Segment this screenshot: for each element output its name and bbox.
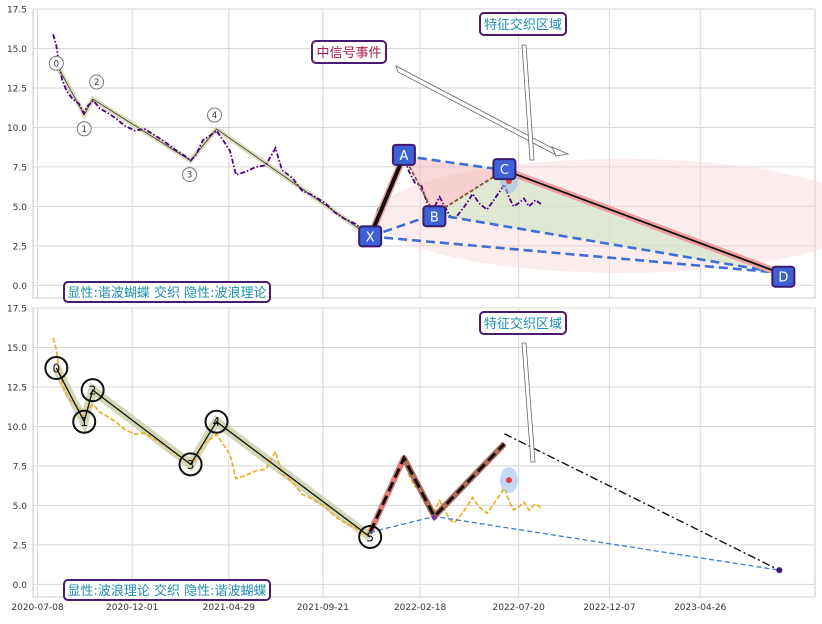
harmonic-solid-leg (504, 169, 780, 274)
harmonic-label-box (771, 265, 796, 288)
y-tick-label: 5.0 (13, 502, 28, 512)
price-line (52, 337, 543, 537)
annotation-text: 显性:波浪理论 交织 隐性:谐波蝴蝶 (67, 583, 266, 599)
y-tick-label: 12.5 (7, 84, 27, 94)
wave-label-circle (44, 356, 69, 381)
harmonic-label: B (430, 210, 439, 225)
y-tick-label: 15.0 (7, 344, 27, 354)
plot-frame (32, 307, 816, 598)
harmonic-label: X (366, 230, 375, 245)
wave-label-circle (48, 55, 64, 71)
price-line (52, 34, 543, 233)
x-tick-label: 2022-07-20 (493, 603, 546, 613)
annotation-box (479, 311, 567, 335)
projection-black (504, 433, 780, 571)
harmonic-label: A (399, 149, 408, 164)
harmonic-label: D (778, 271, 788, 286)
arrow-feature (521, 44, 535, 161)
harmonic-dashed-leg (403, 154, 505, 172)
y-tick-label: 5.0 (13, 203, 28, 213)
harmonic-bcd-fill (434, 170, 780, 273)
y-tick-label: 15.0 (7, 45, 27, 55)
annotation-text: 特征交织区域 (484, 17, 562, 33)
wave-label: 2 (89, 384, 97, 398)
wave-label-circle (72, 409, 97, 434)
annotation-box (479, 12, 567, 36)
harmonic-dashed-leg (434, 213, 780, 275)
point-dot-b (431, 514, 437, 521)
y-tick-label: 7.5 (13, 163, 27, 173)
y-tick-label: 2.5 (13, 541, 27, 551)
wave-label-circle (358, 524, 383, 549)
y-tick-label: 10.0 (7, 124, 27, 134)
harmonic-label: C (500, 163, 509, 178)
wave-label: 3 (187, 458, 195, 472)
x-tick-label: 2020-07-08 (11, 603, 64, 613)
wave-label-circle (76, 121, 92, 137)
harmonic-label-box (358, 225, 383, 248)
annotation-box (63, 281, 271, 303)
wave-label-circle (204, 409, 229, 434)
y-tick-label: 2.5 (13, 242, 27, 252)
harmonic-inner-leg (403, 155, 436, 215)
x-tick-label: 2021-09-21 (297, 603, 349, 613)
wave-label: 0 (53, 362, 61, 376)
harmonic-label-box (422, 205, 447, 228)
y-tick-label: 12.5 (7, 383, 27, 393)
wave-label: 1 (82, 125, 87, 135)
signal-dot (505, 477, 512, 484)
x-tick-label: 2020-12-01 (106, 603, 158, 613)
wave-label: 0 (54, 59, 59, 69)
wave-label-circle (182, 167, 198, 183)
y-tick-label: 17.5 (7, 305, 27, 315)
wave-label-circle (89, 74, 105, 90)
wave-label-circle (178, 452, 203, 477)
annotation-text: 中信号事件 (316, 46, 381, 61)
annotation-box (311, 40, 387, 64)
y-tick-label: 10.0 (7, 423, 27, 433)
harmonic-label-box (391, 143, 416, 166)
arrow-feature (521, 342, 536, 463)
wave-label: 2 (94, 78, 99, 88)
top-panel: 0.0 2.5 5.0 7.5 10.0 12.5 15.0 17.5 0 1 2 3 4 X A B C D 中信… (7, 6, 822, 303)
y-tick-label: 0.0 (13, 581, 28, 591)
x-tick-label: 2022-02-18 (394, 603, 447, 613)
annotation-text: 显性:谐波蝴蝶 交织 隐性:波浪理论 (67, 285, 266, 301)
annotation-text: 特征交织区域 (484, 316, 562, 332)
annotation-box (63, 579, 271, 601)
wave-label: 5 (366, 530, 374, 544)
wave-label: 4 (213, 415, 221, 429)
x-tick-label: 2021-04-29 (203, 603, 256, 613)
harmonic-label-box (492, 158, 517, 181)
harmonic-solid-leg (368, 155, 406, 238)
wave-label: 3 (187, 171, 192, 181)
wave-label: 4 (212, 111, 217, 121)
y-tick-label: 7.5 (13, 462, 27, 472)
wave-label-circle (80, 378, 105, 403)
y-tick-label: 17.5 (7, 6, 27, 16)
wave-label: 1 (80, 415, 88, 429)
x-tick-label: 2023-04-26 (674, 603, 727, 613)
harmonic-abc-fill (403, 155, 505, 215)
x-tick-label: 2022-12-07 (583, 603, 635, 613)
wave-label-circle (207, 107, 223, 123)
harmonic-dashed-leg (370, 235, 780, 275)
y-tick-label: 0.0 (13, 282, 28, 292)
harmonic-dashed-path (368, 442, 506, 533)
arrow-signal-head (551, 146, 570, 157)
target-dot-d (776, 567, 783, 574)
